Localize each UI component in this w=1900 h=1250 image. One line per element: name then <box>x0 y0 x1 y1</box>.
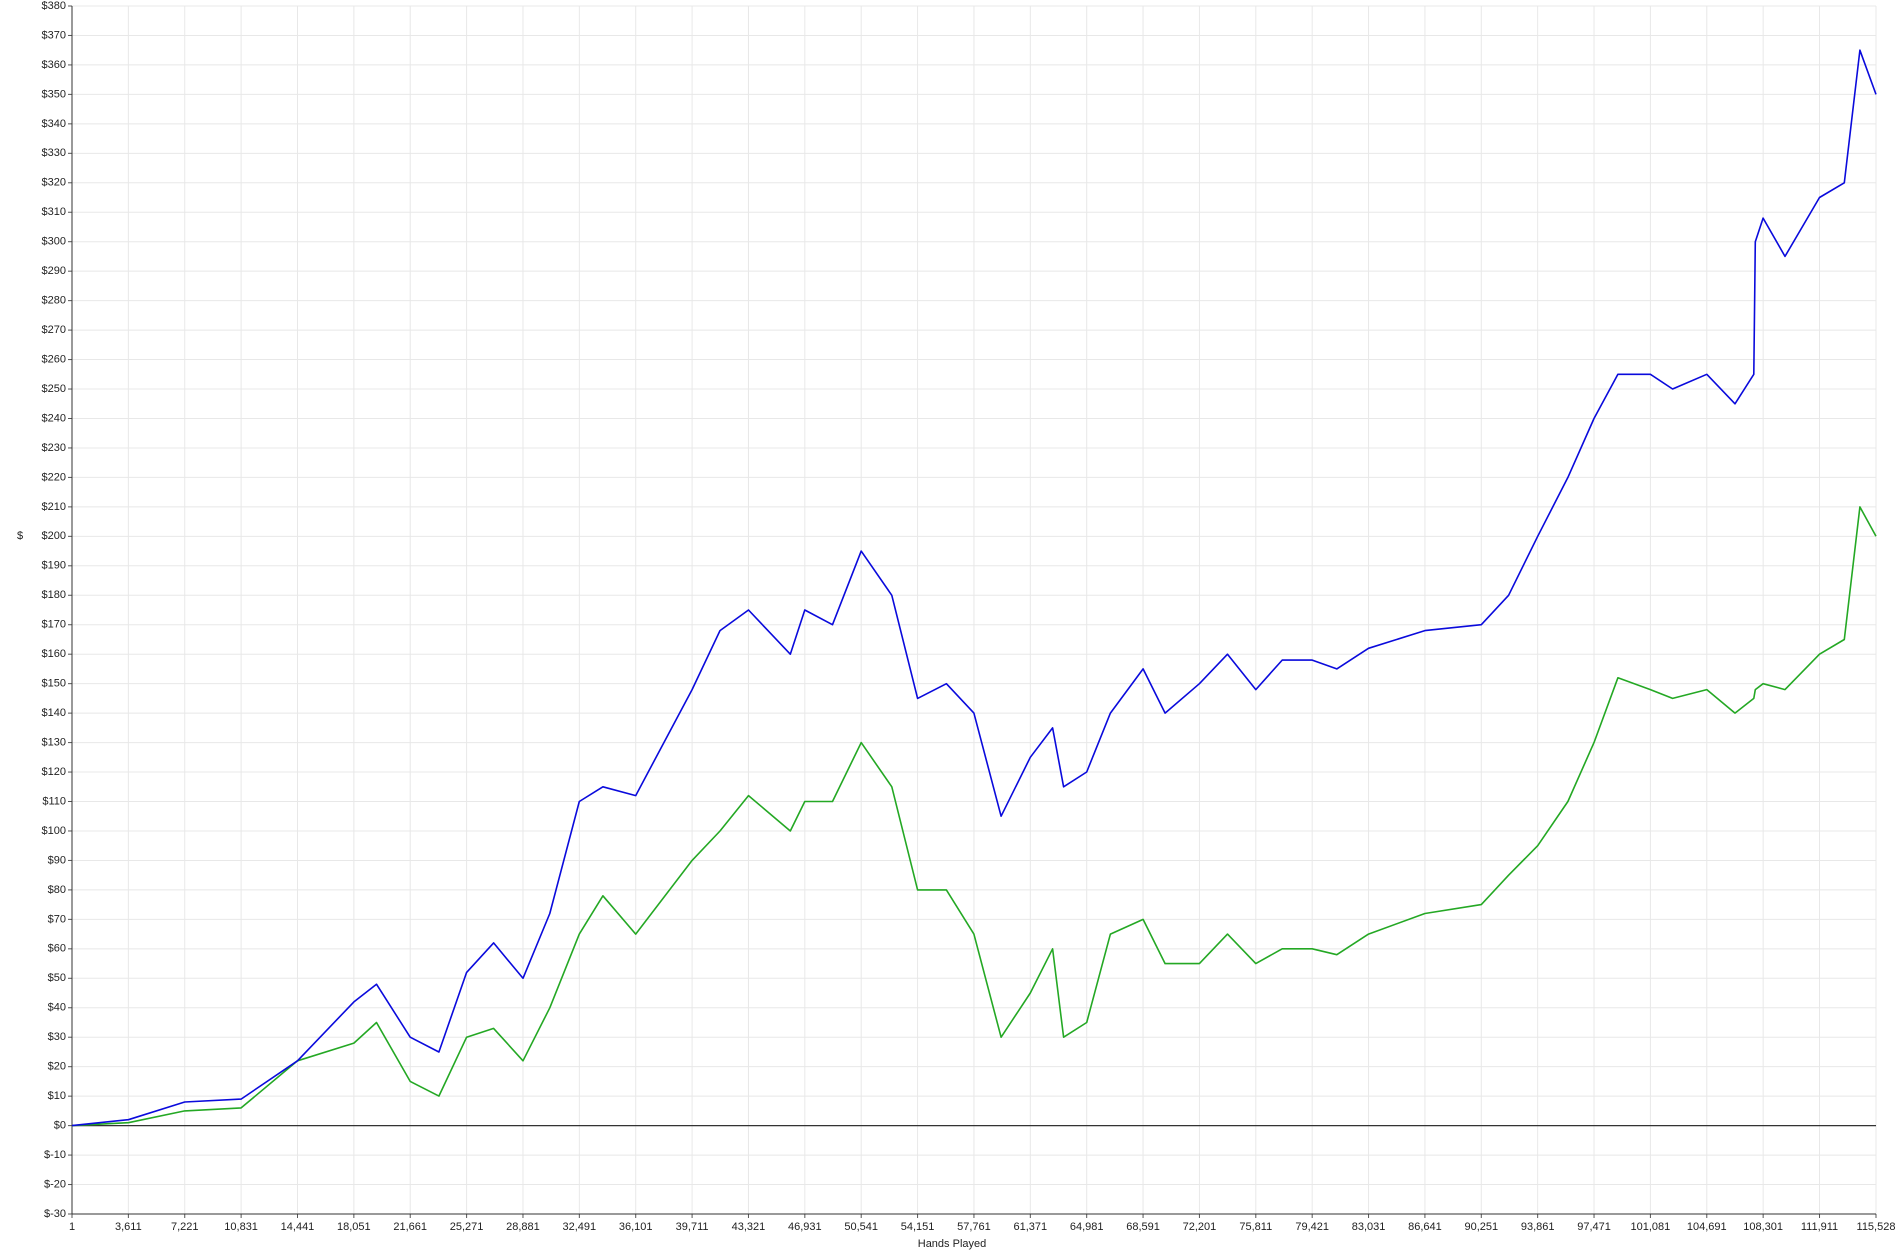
y-tick-label: $20 <box>48 1061 66 1073</box>
x-tick-label: 25,271 <box>450 1221 484 1233</box>
x-tick-label: 3,611 <box>115 1221 142 1233</box>
y-tick-label: $200 <box>42 530 66 542</box>
y-tick-label: $190 <box>42 560 66 572</box>
x-tick-label: 86,641 <box>1408 1221 1442 1233</box>
x-tick-label: 83,031 <box>1352 1221 1386 1233</box>
x-tick-label: 10,831 <box>224 1221 258 1233</box>
y-tick-label: $160 <box>42 648 66 660</box>
y-tick-label: $120 <box>42 766 66 778</box>
x-tick-label: 36,101 <box>619 1221 653 1233</box>
x-tick-label: 57,761 <box>957 1221 991 1233</box>
y-tick-label: $70 <box>48 913 66 925</box>
x-tick-label: 1 <box>69 1221 75 1233</box>
y-tick-label: $360 <box>42 59 66 71</box>
y-tick-label: $150 <box>42 678 66 690</box>
y-tick-label: $330 <box>42 147 66 159</box>
y-tick-label: $130 <box>42 736 66 748</box>
x-tick-label: 18,051 <box>337 1221 371 1233</box>
x-tick-label: 68,591 <box>1126 1221 1160 1233</box>
x-tick-label: 32,491 <box>563 1221 597 1233</box>
y-tick-label: $170 <box>42 619 66 631</box>
y-tick-label: $310 <box>42 206 66 218</box>
y-tick-label: $230 <box>42 442 66 454</box>
y-tick-label: $140 <box>42 707 66 719</box>
y-tick-label: $350 <box>42 88 66 100</box>
x-tick-label: 14,441 <box>281 1221 315 1233</box>
y-tick-label: $80 <box>48 884 66 896</box>
x-tick-label: 54,151 <box>901 1221 935 1233</box>
y-tick-label: $-20 <box>44 1178 66 1190</box>
x-tick-label: 90,251 <box>1464 1221 1498 1233</box>
series-line <box>71 506 1877 1127</box>
y-tick-label: $250 <box>42 383 66 395</box>
y-tick-label: $280 <box>42 295 66 307</box>
x-tick-label: 43,321 <box>732 1221 766 1233</box>
y-tick-label: $10 <box>48 1090 66 1102</box>
y-axis-label: $ <box>17 530 23 542</box>
x-tick-label: 115,528 <box>1857 1221 1896 1233</box>
x-tick-label: 79,421 <box>1295 1221 1329 1233</box>
x-tick-label: 72,201 <box>1183 1221 1217 1233</box>
y-tick-label: $100 <box>42 825 66 837</box>
x-tick-label: 97,471 <box>1577 1221 1611 1233</box>
y-tick-label: $-10 <box>44 1149 66 1161</box>
y-tick-label: $300 <box>42 236 66 248</box>
y-tick-label: $320 <box>42 177 66 189</box>
x-tick-label: 64,981 <box>1070 1221 1104 1233</box>
x-tick-label: 61,371 <box>1013 1221 1047 1233</box>
y-tick-label: $210 <box>42 501 66 513</box>
y-tick-label: $50 <box>48 972 66 984</box>
y-tick-label: $270 <box>42 324 66 336</box>
y-tick-label: $220 <box>42 471 66 483</box>
y-tick-label: $180 <box>42 589 66 601</box>
x-tick-label: 93,861 <box>1521 1221 1555 1233</box>
y-tick-label: $30 <box>48 1031 66 1043</box>
y-tick-label: $-30 <box>44 1208 66 1220</box>
y-tick-label: $290 <box>42 265 66 277</box>
y-tick-label: $110 <box>42 795 66 807</box>
x-tick-label: 101,081 <box>1631 1221 1671 1233</box>
x-tick-label: 50,541 <box>844 1221 878 1233</box>
y-tick-label: $340 <box>42 118 66 130</box>
y-tick-label: $60 <box>48 943 66 955</box>
x-tick-label: 28,881 <box>506 1221 540 1233</box>
x-axis-label: Hands Played <box>918 1238 987 1250</box>
x-tick-label: 104,691 <box>1687 1221 1727 1233</box>
x-tick-label: 75,811 <box>1239 1221 1272 1233</box>
y-tick-label: $240 <box>42 412 66 424</box>
x-tick-label: 7,221 <box>171 1221 199 1233</box>
series-line <box>71 49 1877 1127</box>
y-tick-label: $0 <box>54 1120 66 1132</box>
y-tick-label: $380 <box>42 0 66 12</box>
y-tick-label: $40 <box>48 1002 66 1014</box>
y-tick-label: $370 <box>42 29 66 41</box>
x-tick-label: 46,931 <box>788 1221 822 1233</box>
x-tick-label: 111,911 <box>1801 1221 1838 1233</box>
y-tick-label: $90 <box>48 854 66 866</box>
x-tick-label: 39,711 <box>676 1221 709 1233</box>
x-tick-label: 21,661 <box>393 1221 427 1233</box>
y-tick-label: $260 <box>42 353 66 365</box>
x-tick-label: 108,301 <box>1743 1221 1783 1233</box>
